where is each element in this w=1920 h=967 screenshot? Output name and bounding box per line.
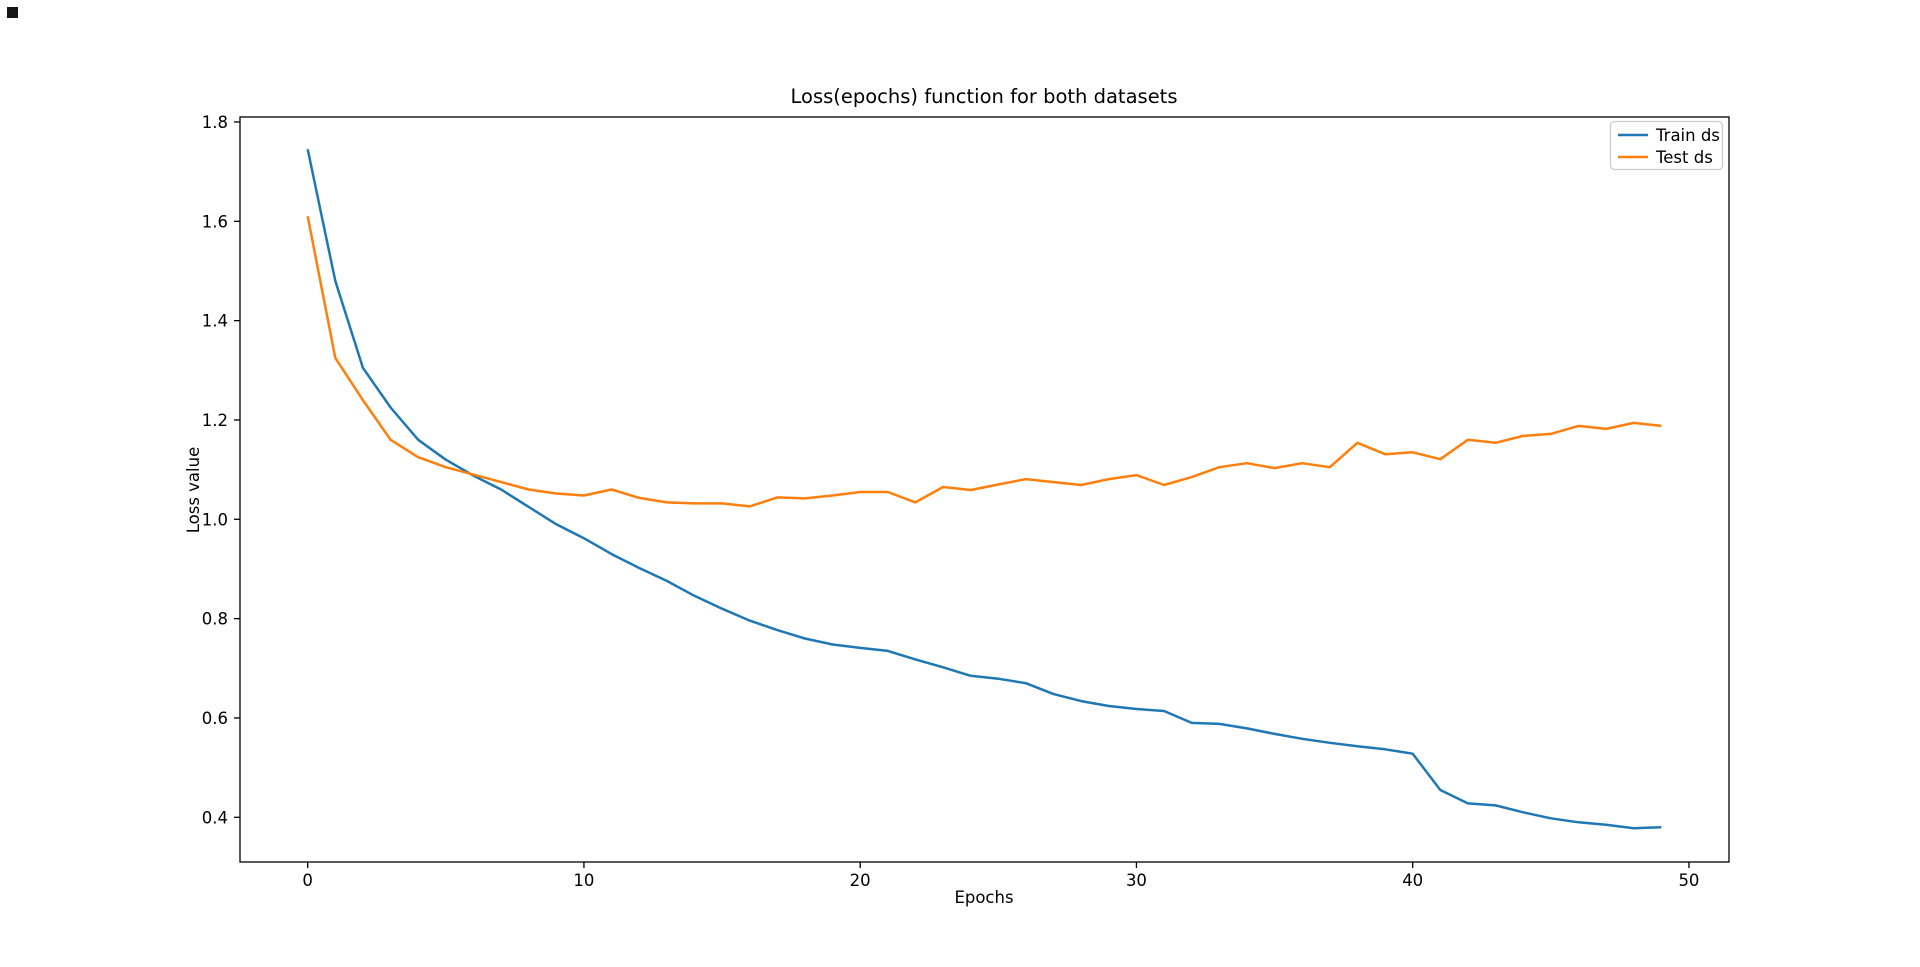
y-tick-label: 0.8 [202, 610, 228, 629]
y-axis-ticks: 0.4 0.6 0.8 1.0 1.2 1.4 1.6 1.8 [202, 113, 240, 827]
y-axis-label: Loss value [184, 447, 203, 534]
chart-title: Loss(epochs) function for both datasets [791, 85, 1178, 108]
y-tick-label: 1.8 [202, 113, 228, 132]
legend-train-ds-label: Train ds [1655, 126, 1720, 145]
screen-corner-artifact [7, 7, 18, 18]
plot-lines [306, 149, 1662, 830]
legend-test-ds-label: Test ds [1655, 148, 1713, 167]
x-tick-label: 20 [850, 871, 871, 890]
plot-area-border [239, 116, 1730, 863]
x-axis-ticks: 0 10 20 30 40 50 [302, 862, 1699, 890]
x-axis-label: Epochs [954, 888, 1013, 907]
train-ds-line [306, 149, 1662, 830]
x-tick-label: 0 [302, 871, 313, 890]
x-tick-label: 30 [1126, 871, 1147, 890]
y-tick-label: 1.6 [202, 212, 228, 231]
x-tick-label: 40 [1402, 871, 1423, 890]
y-tick-label: 0.4 [202, 808, 228, 827]
test-ds-line [306, 216, 1662, 508]
y-tick-label: 1.0 [202, 510, 228, 529]
x-tick-label: 10 [573, 871, 594, 890]
y-tick-label: 0.6 [202, 709, 228, 728]
legend: Train ds Test ds [1609, 120, 1724, 171]
x-tick-label: 50 [1678, 871, 1699, 890]
y-tick-label: 1.2 [202, 411, 228, 430]
y-tick-label: 1.4 [202, 312, 228, 331]
